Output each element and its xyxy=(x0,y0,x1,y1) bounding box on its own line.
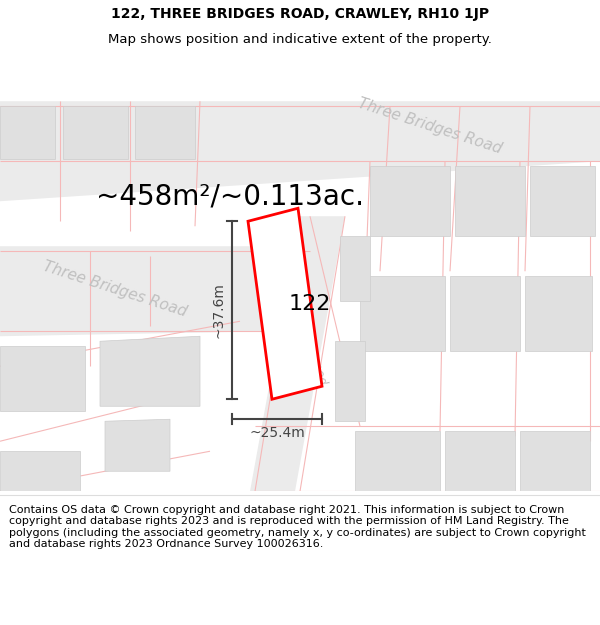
Polygon shape xyxy=(450,276,520,351)
Text: Three Bridges Road: Three Bridges Road xyxy=(356,96,504,157)
Text: ~458m²/~0.113ac.: ~458m²/~0.113ac. xyxy=(96,182,364,210)
Polygon shape xyxy=(525,276,592,351)
Polygon shape xyxy=(248,208,322,399)
Polygon shape xyxy=(0,451,80,491)
Polygon shape xyxy=(520,431,590,491)
Text: 122: 122 xyxy=(289,294,331,314)
Polygon shape xyxy=(105,419,170,471)
Polygon shape xyxy=(455,166,525,236)
Polygon shape xyxy=(63,106,128,159)
Polygon shape xyxy=(355,431,440,491)
Polygon shape xyxy=(0,106,55,159)
Text: ~25.4m: ~25.4m xyxy=(249,426,305,440)
Polygon shape xyxy=(0,346,85,411)
Polygon shape xyxy=(340,236,370,301)
Polygon shape xyxy=(370,166,450,236)
Polygon shape xyxy=(0,101,600,201)
Polygon shape xyxy=(100,336,200,406)
Polygon shape xyxy=(335,341,365,421)
Text: Contains OS data © Crown copyright and database right 2021. This information is : Contains OS data © Crown copyright and d… xyxy=(9,504,586,549)
Text: Eastwood: Eastwood xyxy=(298,326,328,387)
Text: Three Bridges Road: Three Bridges Road xyxy=(41,259,189,319)
Text: Map shows position and indicative extent of the property.: Map shows position and indicative extent… xyxy=(108,34,492,46)
Text: 122, THREE BRIDGES ROAD, CRAWLEY, RH10 1JP: 122, THREE BRIDGES ROAD, CRAWLEY, RH10 1… xyxy=(111,8,489,21)
Polygon shape xyxy=(360,276,445,351)
Polygon shape xyxy=(530,166,595,236)
Polygon shape xyxy=(250,216,345,491)
Text: ~37.6m: ~37.6m xyxy=(211,282,225,338)
Polygon shape xyxy=(0,246,310,336)
Polygon shape xyxy=(445,431,515,491)
Polygon shape xyxy=(135,106,195,159)
